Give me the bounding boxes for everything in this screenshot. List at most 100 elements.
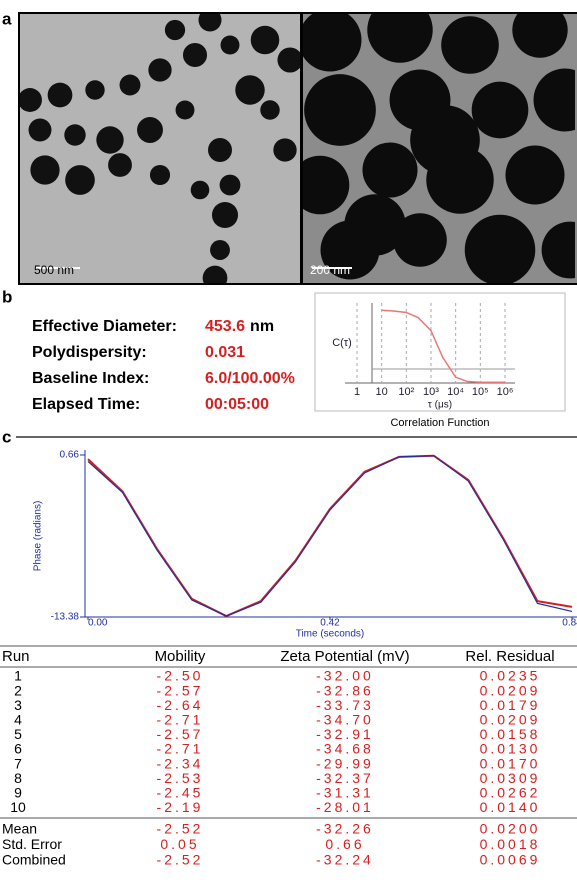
x-axis-label: τ (μs): [428, 400, 452, 411]
particle: [250, 25, 280, 55]
table-value: 0.0235: [480, 668, 541, 684]
table-value: -28.01: [316, 799, 374, 815]
table-value: -33.73: [316, 697, 374, 713]
table-value: -2.52: [157, 821, 204, 837]
table-value: 0.66: [325, 836, 364, 852]
particle: [211, 201, 239, 229]
particle: [512, 14, 568, 58]
table-value: -34.68: [316, 741, 374, 757]
x-tick-label: 1: [354, 386, 360, 398]
tem-image-left: [20, 14, 300, 283]
table-row-label: 5: [14, 726, 22, 742]
particle: [464, 214, 536, 283]
table-row-label: 2: [14, 682, 22, 698]
table-value: 0.0200: [480, 821, 541, 837]
particle: [273, 138, 297, 162]
table-row-label: 4: [14, 712, 22, 728]
table-header: Rel. Residual: [465, 648, 554, 665]
table-value: -2.52: [157, 852, 204, 868]
particle: [47, 82, 73, 108]
table-row-label: Std. Error: [2, 836, 62, 852]
table-value: -2.19: [157, 799, 204, 815]
particle: [367, 14, 433, 63]
y-tick-label: -13.38: [51, 612, 80, 623]
table-value: -34.70: [316, 712, 374, 728]
particle: [471, 81, 529, 139]
table-value: 0.0209: [480, 712, 541, 728]
curve: [87, 454, 573, 618]
curve: [87, 455, 573, 617]
particle: [20, 88, 42, 112]
table-row-label: Combined: [2, 852, 66, 868]
field-label: Baseline Index:: [32, 370, 149, 387]
particle: [441, 16, 499, 74]
particle: [28, 118, 52, 142]
particle: [137, 117, 163, 143]
table-value: -31.31: [316, 785, 374, 801]
table-row-label: 9: [14, 785, 22, 801]
particle: [533, 68, 575, 132]
particle: [362, 142, 418, 198]
panel-label: b: [2, 287, 12, 306]
y-tick-label: 0.66: [60, 450, 80, 461]
particle: [304, 74, 376, 146]
y-axis-label: C(τ): [332, 337, 352, 349]
x-tick-label: 10: [376, 386, 388, 398]
field-label: Polydispersity:: [32, 344, 147, 361]
table-value: 0.0130: [480, 741, 541, 757]
particle: [108, 153, 132, 177]
particle: [344, 194, 406, 256]
x-tick-label: 10⁴: [447, 386, 464, 398]
table-header: Zeta Potential (mV): [280, 648, 409, 665]
particle: [505, 145, 565, 205]
x-tick-label: 0.42: [320, 618, 340, 629]
table-value: 0.0309: [480, 770, 541, 786]
particle: [148, 58, 172, 82]
table-row-label: Mean: [2, 821, 37, 837]
y-axis-label: Phase (radians): [33, 501, 44, 572]
x-axis-label: Time (seconds): [296, 629, 365, 640]
particle: [541, 221, 575, 279]
panel-label: c: [2, 427, 11, 446]
table-row-label: 10: [10, 799, 26, 815]
particle: [202, 265, 228, 283]
table-row-label: 7: [14, 755, 22, 771]
particle: [277, 47, 300, 73]
table-row-label: 1: [14, 668, 22, 684]
x-tick-label: 0.00: [88, 618, 108, 629]
particles-left: [20, 14, 300, 283]
particle: [30, 155, 60, 185]
particle: [85, 80, 105, 100]
field-value: 6.0/100.00%: [205, 370, 295, 387]
x-tick-label: 10⁵: [472, 386, 489, 398]
particle: [220, 35, 240, 55]
particle: [190, 180, 210, 200]
field-unit: nm: [250, 318, 274, 335]
table-value: -32.86: [316, 682, 374, 698]
table-header: Mobility: [155, 648, 206, 665]
particle: [149, 164, 171, 186]
x-tick-label: 0.84: [562, 618, 577, 629]
table-value: -2.57: [157, 682, 204, 698]
table-value: -2.34: [157, 755, 204, 771]
particle: [64, 124, 86, 146]
table-value: 0.0262: [480, 785, 541, 801]
particle: [198, 14, 222, 32]
table-value: -32.37: [316, 770, 374, 786]
table-value: 0.0140: [480, 799, 541, 815]
particles-right: [303, 14, 575, 283]
table-value: -2.71: [157, 741, 204, 757]
table-value: 0.05: [160, 836, 199, 852]
chart-title: Correlation Function: [390, 417, 489, 429]
table-value: -2.71: [157, 712, 204, 728]
particle: [96, 126, 124, 154]
curve: [381, 309, 505, 384]
table-row-label: 8: [14, 770, 22, 786]
x-tick-label: 10²: [398, 386, 414, 398]
particle: [210, 240, 230, 260]
particle: [393, 213, 447, 267]
table-value: 0.0069: [480, 852, 541, 868]
table-value: -32.00: [316, 668, 374, 684]
field-value: 0.031: [205, 344, 245, 361]
